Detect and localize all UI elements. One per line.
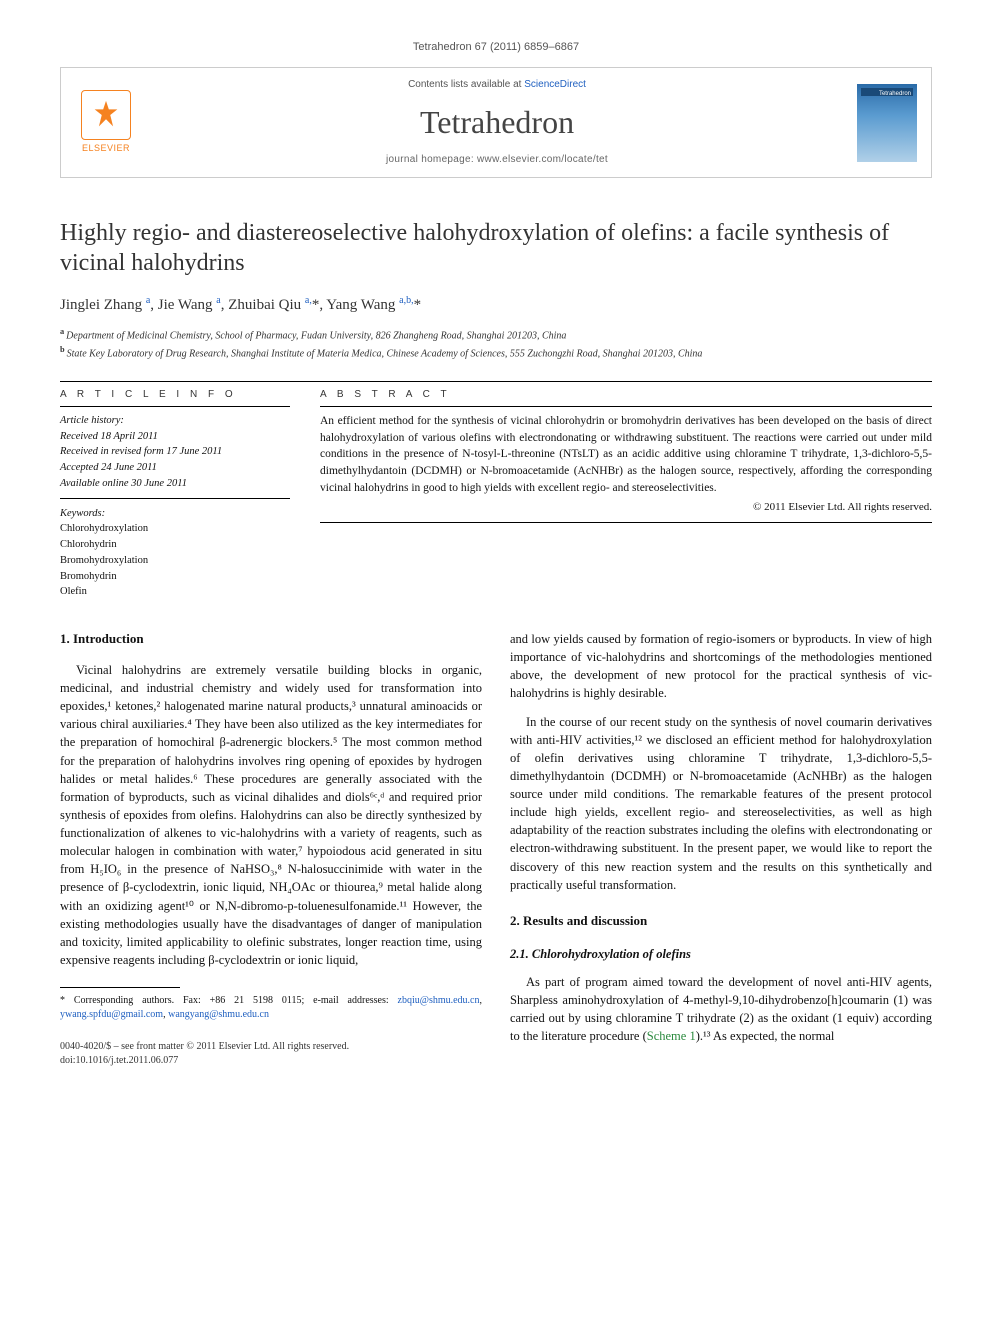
keyword: Chlorohydroxylation — [60, 521, 290, 537]
journal-cover-thumbnail[interactable]: Tetrahedron — [857, 84, 917, 162]
subsection-heading: 2.1. Chlorohydroxylation of olefins — [510, 945, 932, 963]
section-heading: 1. Introduction — [60, 630, 482, 649]
keywords-label: Keywords: — [60, 507, 290, 522]
email-link[interactable]: ywang.spfdu@gmail.com — [60, 1009, 163, 1020]
aff-text: State Key Laboratory of Drug Research, S… — [67, 348, 703, 359]
history-item: Received in revised form 17 June 2011 — [60, 444, 290, 460]
email-link[interactable]: zbqiu@shmu.edu.cn — [398, 995, 480, 1006]
abstract-label: A B S T R A C T — [320, 382, 932, 406]
footnote-text: * Corresponding authors. Fax: +86 21 519… — [60, 995, 398, 1006]
aff-tag: b — [60, 345, 65, 354]
paragraph: Vicinal halohydrins are extremely versat… — [60, 661, 482, 969]
article-info-label: A R T I C L E I N F O — [60, 382, 290, 406]
homepage-prefix: journal homepage: — [386, 154, 477, 165]
affiliation-b: bState Key Laboratory of Drug Research, … — [60, 344, 932, 361]
history-item: Available online 30 June 2011 — [60, 476, 290, 492]
author-list: Jinglei Zhang a, Jie Wang a, Zhuibai Qiu… — [60, 294, 932, 316]
masthead: ELSEVIER Contents lists available at Sci… — [60, 67, 932, 178]
elsevier-tree-icon — [81, 90, 131, 140]
left-column: 1. Introduction Vicinal halohydrins are … — [60, 630, 482, 1068]
paragraph: As part of program aimed toward the deve… — [510, 973, 932, 1046]
front-matter-line: 0040-4020/$ – see front matter © 2011 El… — [60, 1040, 482, 1054]
keyword: Bromohydroxylation — [60, 553, 290, 569]
masthead-center: Contents lists available at ScienceDirec… — [151, 78, 843, 167]
copyright-line: © 2011 Elsevier Ltd. All rights reserved… — [320, 500, 932, 515]
section-heading: 2. Results and discussion — [510, 912, 932, 931]
history-item: Received 18 April 2011 — [60, 429, 290, 445]
keyword: Bromohydrin — [60, 569, 290, 585]
article-info-col: A R T I C L E I N F O Article history: R… — [60, 382, 290, 600]
abstract-text: An efficient method for the synthesis of… — [320, 407, 932, 496]
footnote-rule — [60, 987, 180, 988]
history-label: Article history: — [60, 413, 290, 429]
aff-text: Department of Medicinal Chemistry, Schoo… — [66, 331, 566, 342]
keyword: Chlorohydrin — [60, 537, 290, 553]
contents-line: Contents lists available at ScienceDirec… — [151, 78, 843, 92]
keywords-list: Chlorohydroxylation Chlorohydrin Bromohy… — [60, 521, 290, 600]
rule — [60, 498, 290, 499]
article-title: Highly regio- and diastereoselective hal… — [60, 218, 932, 278]
para-text: ).¹³ As expected, the normal — [696, 1029, 835, 1043]
history-item: Accepted 24 June 2011 — [60, 460, 290, 476]
running-head: Tetrahedron 67 (2011) 6859–6867 — [60, 40, 932, 55]
email-link[interactable]: wangyang@shmu.edu.cn — [168, 1009, 269, 1020]
right-column: and low yields caused by formation of re… — [510, 630, 932, 1068]
affiliation-a: aDepartment of Medicinal Chemistry, Scho… — [60, 326, 932, 343]
doi-line: doi:10.1016/j.tet.2011.06.077 — [60, 1054, 482, 1068]
article-history: Article history: Received 18 April 2011 … — [60, 407, 290, 498]
info-abstract-row: A R T I C L E I N F O Article history: R… — [60, 382, 932, 600]
homepage-url[interactable]: www.elsevier.com/locate/tet — [477, 154, 608, 165]
citation-text: Tetrahedron 67 (2011) 6859–6867 — [413, 41, 579, 53]
homepage-line: journal homepage: www.elsevier.com/locat… — [151, 153, 843, 167]
corresponding-footnote: * Corresponding authors. Fax: +86 21 519… — [60, 994, 482, 1022]
aff-tag: a — [60, 327, 64, 336]
cover-label: Tetrahedron — [879, 90, 911, 98]
abstract-col: A B S T R A C T An efficient method for … — [320, 382, 932, 600]
publisher-name: ELSEVIER — [82, 142, 130, 155]
rule — [320, 522, 932, 523]
sciencedirect-link[interactable]: ScienceDirect — [524, 79, 586, 90]
paragraph: and low yields caused by formation of re… — [510, 630, 932, 703]
page-footer: 0040-4020/$ – see front matter © 2011 El… — [60, 1040, 482, 1068]
publisher-logo[interactable]: ELSEVIER — [75, 87, 137, 159]
affiliations: aDepartment of Medicinal Chemistry, Scho… — [60, 326, 932, 361]
paragraph: In the course of our recent study on the… — [510, 713, 932, 894]
contents-prefix: Contents lists available at — [408, 79, 524, 90]
scheme-link[interactable]: Scheme 1 — [647, 1029, 696, 1043]
journal-name: Tetrahedron — [151, 100, 843, 145]
body-columns: 1. Introduction Vicinal halohydrins are … — [60, 630, 932, 1068]
keyword: Olefin — [60, 584, 290, 600]
